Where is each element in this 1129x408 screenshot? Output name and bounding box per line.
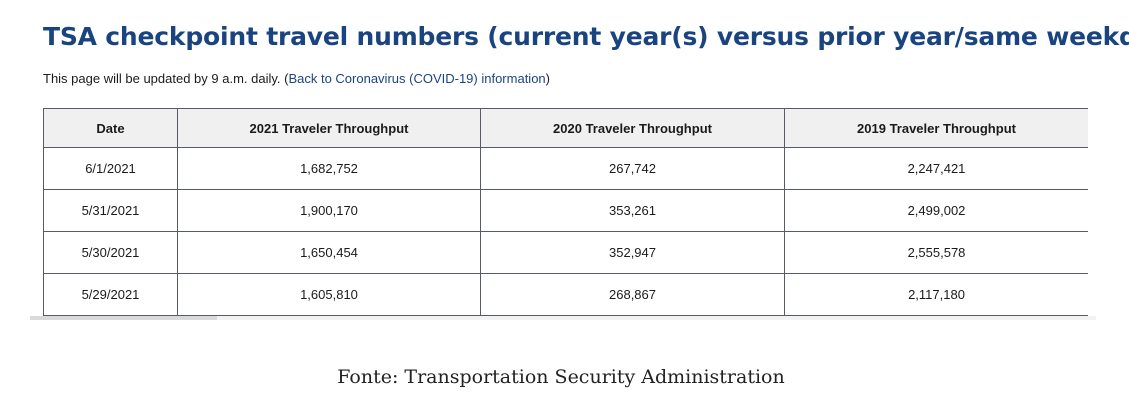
travel-numbers-table: Date 2021 Traveler Throughput 2020 Trave… (43, 108, 1088, 316)
back-to-covid-info-link[interactable]: Back to Coronavirus (COVID-19) informati… (288, 71, 546, 86)
cell-date: 5/31/2021 (43, 189, 178, 232)
column-header-2020: 2020 Traveler Throughput (480, 108, 785, 148)
update-note-close-paren: ) (545, 71, 550, 86)
cell-2020-throughput: 352,947 (480, 231, 785, 274)
horizontal-scrollbar[interactable] (30, 316, 1096, 320)
column-header-2019: 2019 Traveler Throughput (784, 108, 1088, 148)
table-row-partial (43, 315, 1088, 316)
cell-2021-throughput: 1,650,454 (177, 231, 481, 274)
scrollbar-thumb[interactable] (30, 316, 217, 320)
column-header-date: Date (43, 108, 178, 148)
cell-2021-throughput: 1,682,752 (177, 147, 481, 190)
table-header-row: Date 2021 Traveler Throughput 2020 Trave… (43, 108, 1088, 148)
cell-2021-throughput: 1,605,810 (177, 273, 481, 316)
update-note: This page will be updated by 9 a.m. dail… (43, 71, 550, 86)
cell-2019-throughput: 2,117,180 (784, 273, 1088, 316)
cell-2019-throughput: 2,555,578 (784, 231, 1088, 274)
cell-2019-throughput: 2,499,002 (784, 189, 1088, 232)
update-note-text: This page will be updated by 9 a.m. dail… (43, 71, 289, 86)
column-header-2021: 2021 Traveler Throughput (177, 108, 481, 148)
table-row: 5/31/2021 1,900,170 353,261 2,499,002 (43, 189, 1088, 232)
table-row: 5/29/2021 1,605,810 268,867 2,117,180 (43, 273, 1088, 316)
cell-2020-throughput: 267,742 (480, 147, 785, 190)
cell-date: 5/30/2021 (43, 231, 178, 274)
source-caption: Fonte: Transportation Security Administr… (337, 366, 785, 388)
cell-2019-throughput (784, 315, 1088, 316)
cell-2020-throughput: 268,867 (480, 273, 785, 316)
page-title: TSA checkpoint travel numbers (current y… (43, 22, 1129, 51)
table-container: Date 2021 Traveler Throughput 2020 Trave… (43, 108, 1088, 316)
cell-2020-throughput: 353,261 (480, 189, 785, 232)
table-row: 5/30/2021 1,650,454 352,947 2,555,578 (43, 231, 1088, 274)
cell-date: 5/29/2021 (43, 273, 178, 316)
cell-2019-throughput: 2,247,421 (784, 147, 1088, 190)
table-row: 6/1/2021 1,682,752 267,742 2,247,421 (43, 147, 1088, 190)
cell-date: 6/1/2021 (43, 147, 178, 190)
cell-2021-throughput: 1,900,170 (177, 189, 481, 232)
